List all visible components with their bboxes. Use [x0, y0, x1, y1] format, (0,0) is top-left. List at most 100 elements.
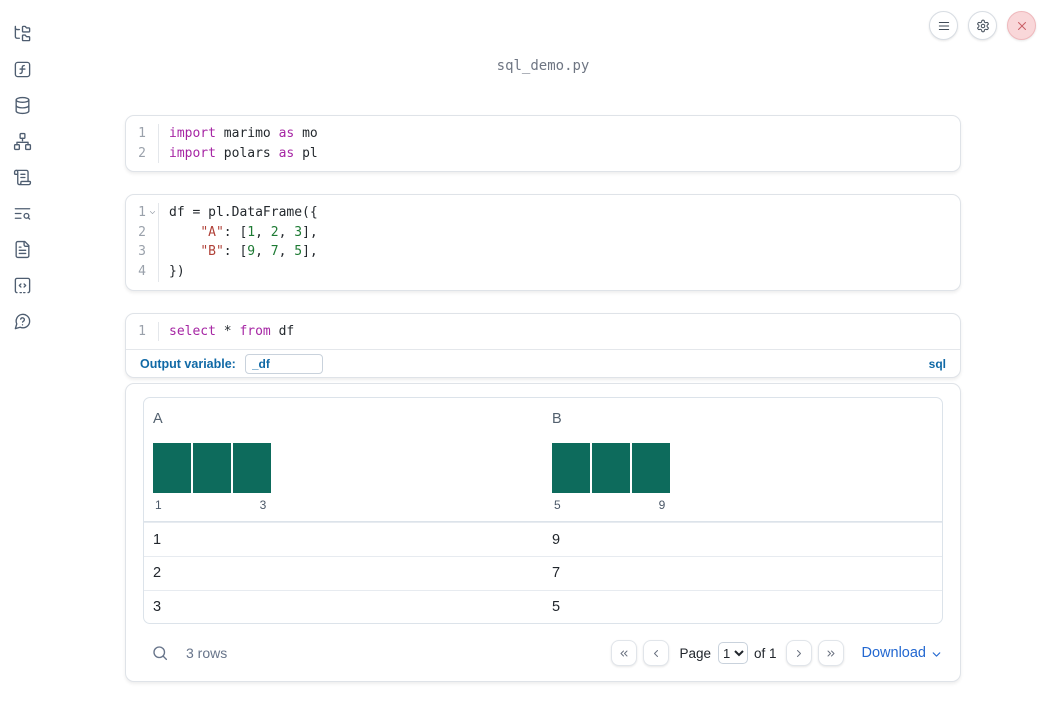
gutter-line: 4: [126, 262, 158, 282]
cell-python: 1 2 3 4 df = pl.DataFrame({ "A": [1, 2, 3], …: [125, 194, 961, 291]
help-icon[interactable]: [13, 312, 32, 331]
table-cell: 7: [552, 565, 561, 582]
helper-panel-sidebar: [0, 0, 44, 331]
gutter-line: 1: [126, 203, 158, 223]
menu-icon: [937, 19, 951, 33]
line-number: 2: [138, 224, 146, 240]
line-number: 4: [138, 263, 146, 279]
table-cell: 9: [552, 531, 561, 548]
output-variable-input[interactable]: [244, 353, 323, 374]
table-cell: 2: [153, 565, 162, 582]
download-button[interactable]: Download: [862, 645, 944, 661]
column-name: A: [153, 411, 163, 428]
gutter-line: 1: [126, 124, 158, 144]
pagination-controls: Page 1 of 1: [611, 640, 844, 667]
previous-page-button[interactable]: [643, 640, 670, 667]
file-tree-icon[interactable]: [13, 24, 32, 43]
menu-button[interactable]: [929, 11, 958, 40]
settings-button[interactable]: [968, 11, 997, 40]
column-histogram: [552, 443, 942, 494]
line-number-gutter: 1: [126, 321, 159, 342]
search-icon[interactable]: [151, 644, 169, 662]
code-lines: df = pl.DataFrame({ "A": [1, 2, 3], "B":…: [159, 203, 318, 281]
code-editor[interactable]: 1 2 import marimo as mo import polars as pl: [126, 116, 960, 171]
language-badge[interactable]: sql: [928, 356, 946, 371]
line-number: 1: [138, 126, 146, 141]
last-page-button[interactable]: [817, 640, 844, 667]
code-line: df = pl.DataFrame({: [169, 205, 318, 221]
histogram-min-label: 5: [554, 498, 561, 513]
line-number: 1: [138, 323, 146, 339]
dependency-graph-icon[interactable]: [13, 132, 32, 151]
table-cell: 3: [153, 598, 162, 615]
gutter-line: 2: [126, 144, 158, 164]
output-variable-label: Output variable:: [140, 356, 236, 371]
notebook-filename: sql_demo.py: [496, 58, 590, 74]
table-footer: 3 rows Page 1 of 1: [143, 635, 943, 671]
cell-python: 1 2 import marimo as mo import polars as pl: [125, 115, 961, 173]
code-snippet-icon[interactable]: [13, 276, 32, 295]
code-line: import marimo as mo: [169, 126, 318, 141]
page-of-label: of 1: [753, 645, 777, 661]
notebook-content: sql_demo.py 1 2 import marimo as mo import …: [125, 0, 961, 683]
notebook-actions-toolbar: [929, 11, 1036, 40]
code-editor[interactable]: 1 2 3 4 df = pl.DataFrame({ "A": [1, 2, 3], …: [126, 195, 960, 289]
column-name: B: [552, 411, 562, 428]
gutter-line: 1: [126, 322, 158, 342]
next-page-button[interactable]: [785, 640, 812, 667]
column-histogram: [153, 443, 543, 494]
code-line: select * from df: [169, 323, 295, 339]
cell-sql: 1 select * from df Output variable: sql: [125, 312, 961, 379]
chevron-right-icon: [796, 649, 801, 657]
code-line: }): [169, 263, 185, 279]
cells-container: 1 2 import marimo as mo import polars as pl…: [125, 115, 961, 379]
table-cell: 1: [153, 531, 162, 548]
download-label: Download: [861, 645, 927, 662]
line-number-gutter: 1 2 3 4: [126, 203, 159, 282]
line-number: 2: [138, 145, 146, 161]
sql-cell-footer: Output variable: sql: [126, 349, 960, 377]
line-number: 3: [138, 244, 146, 260]
fold-chevron-icon[interactable]: [146, 208, 158, 217]
histogram-bar[interactable]: [153, 443, 191, 494]
gutter-line: 3: [126, 242, 158, 262]
chevron-left-icon: [654, 649, 659, 657]
histogram-bar[interactable]: [632, 443, 670, 494]
code-editor[interactable]: 1 select * from df: [126, 314, 960, 350]
close-icon: [1015, 19, 1029, 33]
text-search-icon[interactable]: [13, 204, 32, 223]
code-lines: select * from df: [159, 322, 294, 342]
histogram-bar[interactable]: [193, 443, 231, 494]
histogram-bar[interactable]: [592, 443, 630, 494]
code-lines: import marimo as mo import polars as pl: [159, 124, 318, 163]
document-icon[interactable]: [13, 240, 32, 259]
histogram-bar[interactable]: [233, 443, 271, 494]
code-line: "A": [1, 2, 3],: [200, 224, 318, 240]
line-number: 1: [138, 205, 146, 221]
histogram-min-label: 1: [155, 498, 162, 513]
database-icon[interactable]: [13, 96, 32, 115]
code-line: import polars as pl: [169, 145, 318, 161]
histogram-max-label: 3: [259, 498, 267, 513]
close-button[interactable]: [1007, 11, 1036, 40]
function-square-icon[interactable]: [13, 60, 32, 79]
chevrons-left-icon: [620, 650, 628, 657]
scroll-icon[interactable]: [13, 168, 32, 187]
chevron-down-icon: [932, 651, 941, 657]
histogram-bar[interactable]: [552, 443, 590, 494]
page-select[interactable]: 1: [717, 642, 748, 665]
first-page-button[interactable]: [611, 640, 638, 667]
gutter-line: 2: [126, 223, 158, 243]
